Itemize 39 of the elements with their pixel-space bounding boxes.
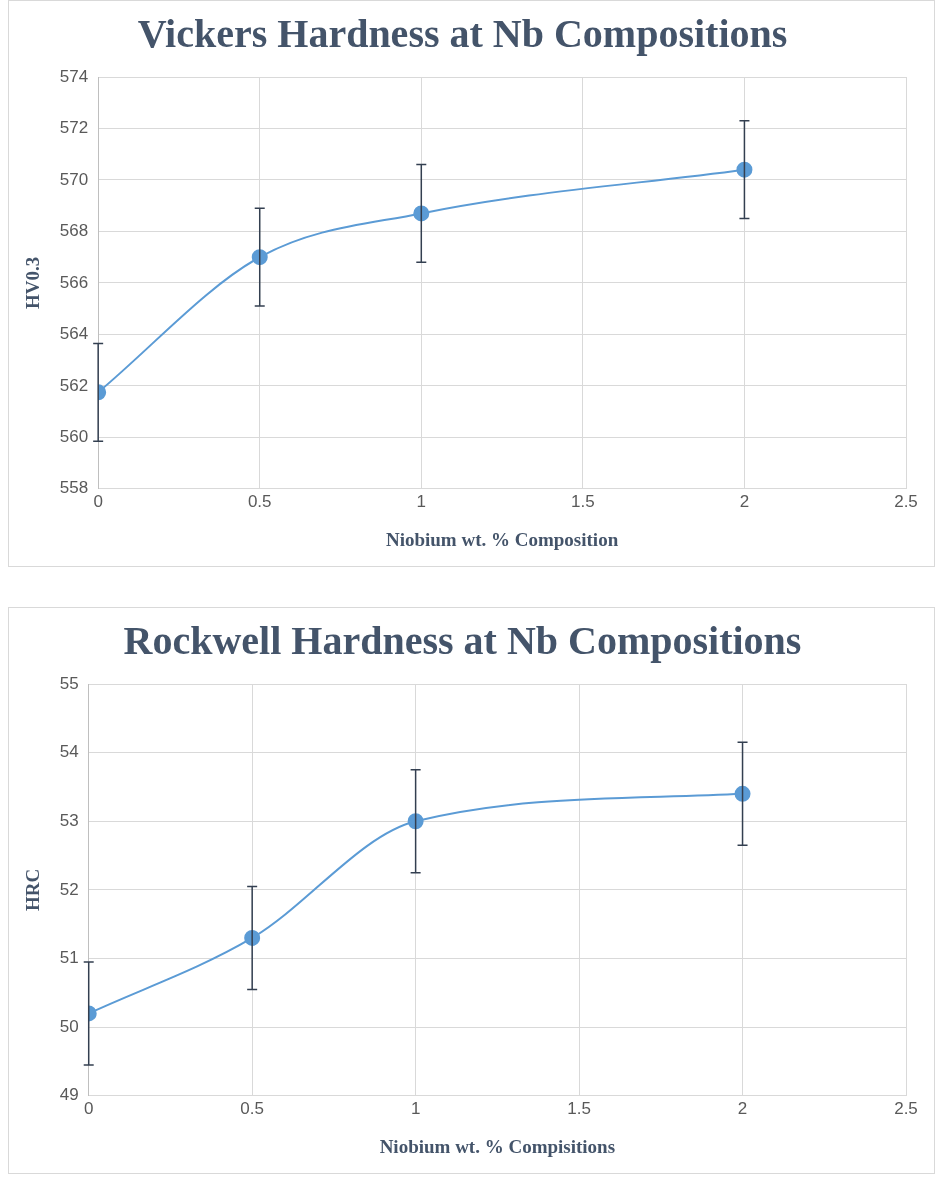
chart-title: Vickers Hardness at Nb Compositions xyxy=(137,11,788,57)
x-tick-label: 2.5 xyxy=(894,1098,918,1118)
y-tick-label: 53 xyxy=(59,810,79,830)
x-tick-label: 0.5 xyxy=(240,1098,264,1118)
x-tick-label: 1 xyxy=(416,491,427,511)
x-tick-label: 2 xyxy=(739,491,750,511)
x-tick-label: 1.5 xyxy=(571,491,595,511)
x-axis-title: Niobium wt. % Compisitions xyxy=(379,1135,616,1157)
x-tick-label: 2.5 xyxy=(894,491,918,511)
y-tick-label: 49 xyxy=(59,1085,79,1105)
point xyxy=(251,249,268,266)
x-tick-label: 2 xyxy=(737,1098,748,1118)
y-tick-label: 572 xyxy=(59,118,89,138)
y-tick-label: 558 xyxy=(59,478,89,498)
y-tick-label: 50 xyxy=(59,1016,79,1036)
y-tick-label: 52 xyxy=(59,879,79,899)
point xyxy=(407,813,424,830)
x-axis-title: Niobium wt. % Composition xyxy=(385,528,619,550)
y-tick-label: 51 xyxy=(59,948,79,968)
x-tick-label: 0 xyxy=(93,491,103,511)
point xyxy=(734,785,751,802)
x-tick-label: 1 xyxy=(410,1098,421,1118)
y-tick-label: 570 xyxy=(59,169,89,189)
y-tick-label: 560 xyxy=(59,427,89,447)
chart-title: Rockwell Hardness at Nb Compositions xyxy=(123,618,802,664)
y-tick-label: 574 xyxy=(59,66,89,86)
x-tick-label: 0 xyxy=(83,1098,94,1118)
y-tick-label: 54 xyxy=(59,742,79,762)
point xyxy=(736,161,753,178)
point xyxy=(413,205,430,222)
y-tick-label: 564 xyxy=(59,324,89,344)
y-tick-label: 568 xyxy=(59,221,89,241)
x-tick-label: 0.5 xyxy=(247,491,272,511)
y-axis-title: HV0.3 xyxy=(22,256,44,310)
y-tick-label: 55 xyxy=(59,673,79,693)
x-tick-label: 1.5 xyxy=(567,1098,591,1118)
y-axis-title: HRC xyxy=(22,868,44,912)
y-tick-label: 566 xyxy=(59,272,89,292)
y-tick-label: 562 xyxy=(59,375,89,395)
